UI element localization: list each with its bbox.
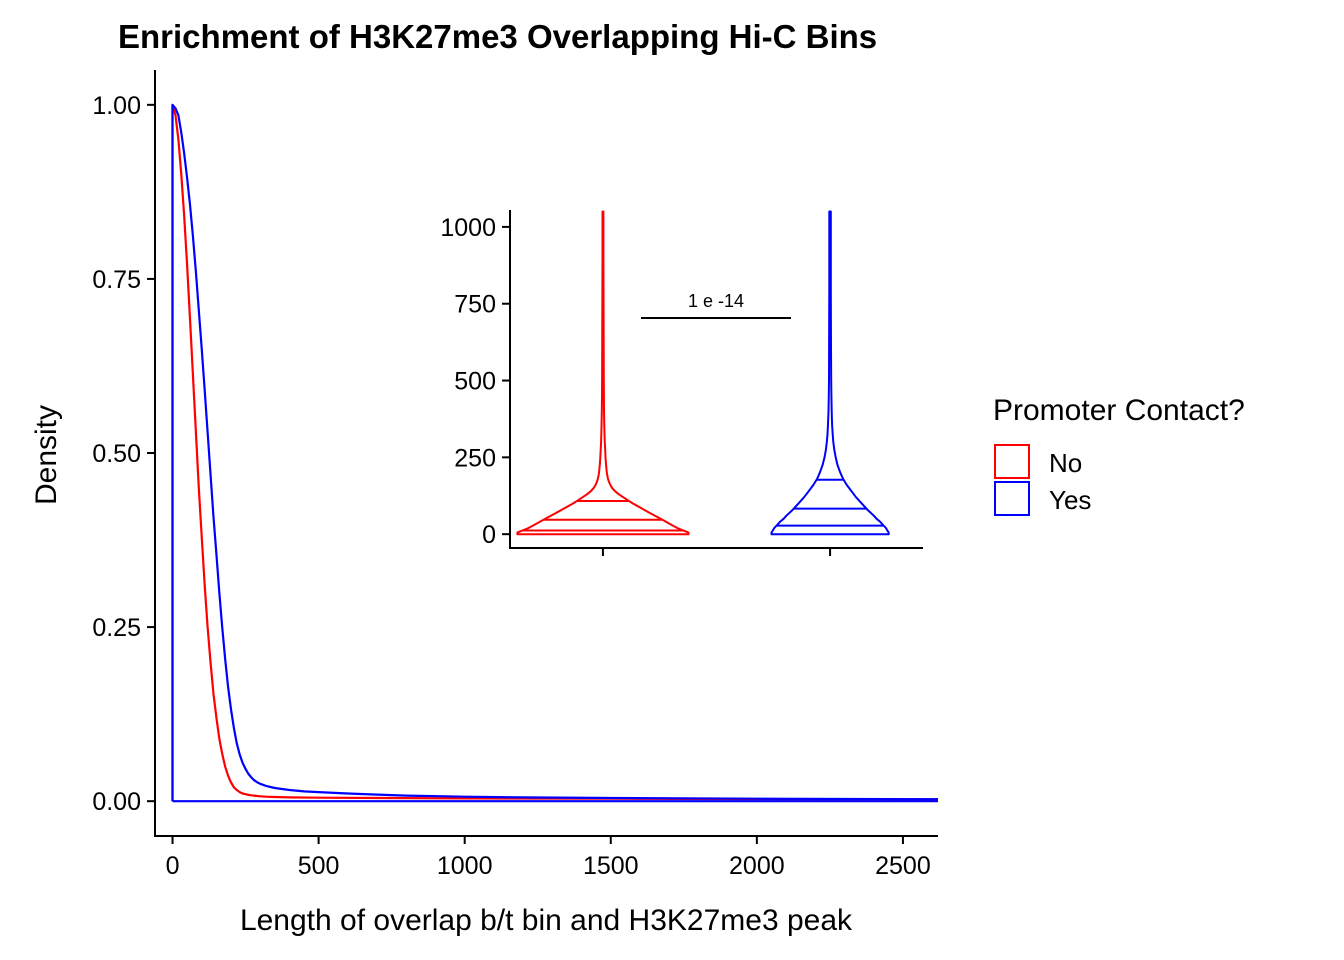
y-tick-label: 1.00 (92, 92, 141, 120)
legend-title: Promoter Contact? (993, 394, 1245, 427)
legend: Promoter Contact? No Yes (993, 394, 1245, 516)
y-axis-title: Density (30, 405, 63, 505)
x-tick-label: 0 (166, 852, 180, 880)
main-plot-area: 0.00 0.25 0.50 0.75 1.00 0 500 1000 1500 2000 250… (30, 70, 939, 937)
inset-y-tick-label: 750 (454, 291, 496, 319)
x-tick-label: 500 (298, 852, 340, 880)
inset-y-axis-ticks: 0 250 500 750 1000 (440, 214, 510, 549)
inset-y-tick-label: 0 (482, 521, 496, 549)
density-series (171, 103, 939, 803)
y-tick-label: 0.25 (92, 614, 141, 642)
inset-violins (516, 210, 890, 536)
legend-key-no (994, 444, 1030, 479)
x-axis-title: Length of overlap b/t bin and H3K27me3 p… (240, 904, 853, 937)
y-tick-label: 0.75 (92, 266, 141, 294)
y-tick-label: 0.50 (92, 440, 141, 468)
inset-y-tick-label: 1000 (440, 214, 496, 242)
violin-yes (770, 210, 890, 536)
series-line-yes (171, 103, 939, 802)
y-axis-ticks: 0.00 0.25 0.50 0.75 1.00 (92, 92, 155, 816)
inset-y-tick-label: 250 (454, 444, 496, 472)
x-tick-label: 2000 (729, 852, 785, 880)
legend-label-yes: Yes (1049, 485, 1091, 515)
x-tick-label: 1500 (583, 852, 639, 880)
inset-violin-plot: 0 250 500 750 1000 1 e -14 (440, 210, 923, 556)
significance-label: 1 e -14 (688, 291, 744, 311)
x-tick-label: 2500 (875, 852, 931, 880)
legend-key-yes (994, 481, 1030, 516)
x-axis-ticks: 0 500 1000 1500 2000 2500 (166, 836, 931, 880)
chart-title: Enrichment of H3K27me3 Overlapping Hi-C … (118, 18, 877, 55)
violin-no (516, 210, 690, 536)
y-tick-label: 0.00 (92, 788, 141, 816)
inset-x-axis-ticks (601, 548, 832, 556)
inset-y-tick-label: 500 (454, 368, 496, 396)
x-tick-label: 1000 (437, 852, 493, 880)
legend-label-no: No (1049, 448, 1082, 478)
series-line-no (171, 103, 939, 802)
